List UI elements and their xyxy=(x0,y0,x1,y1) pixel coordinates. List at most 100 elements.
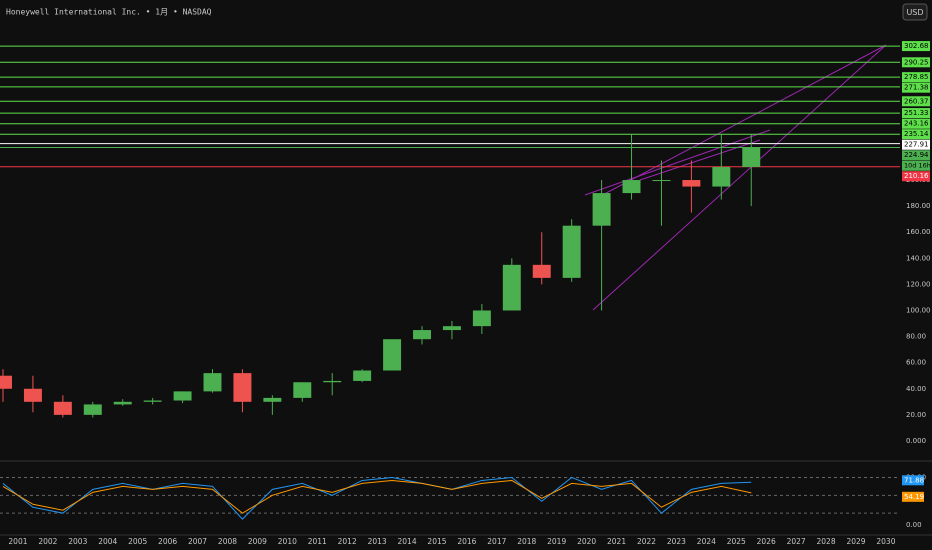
candle-body xyxy=(712,166,731,187)
x-tick-label: 2026 xyxy=(757,537,776,546)
level-label: 278.85 xyxy=(904,73,929,81)
candle-body xyxy=(413,330,431,340)
x-tick-label: 2018 xyxy=(517,537,536,546)
level-label: 251.33 xyxy=(904,109,929,117)
candle-body xyxy=(0,375,12,389)
y-tick-label: 20.00 xyxy=(906,411,926,419)
candle-body xyxy=(562,225,581,278)
candle-body xyxy=(442,326,461,331)
x-tick-label: 2003 xyxy=(68,537,87,546)
value-label: 54.19 xyxy=(904,493,924,501)
currency-label: USD xyxy=(906,8,923,17)
candle-body xyxy=(652,180,671,182)
y-tick-label: 100.00 xyxy=(906,306,931,314)
x-tick-label: 2024 xyxy=(697,537,716,546)
level-label: 271.38 xyxy=(904,84,929,92)
x-tick-label: 2016 xyxy=(457,537,476,546)
candle-body xyxy=(143,400,162,402)
level-label-box xyxy=(902,139,930,150)
x-tick-label: 2025 xyxy=(727,537,746,546)
level-label-box xyxy=(902,129,930,140)
level-label: 227.91 xyxy=(904,141,929,149)
candle-body xyxy=(353,370,372,381)
y-tick-label: 0.000 xyxy=(906,437,926,445)
candle-body xyxy=(293,382,312,398)
value-label: 71.88 xyxy=(904,476,924,484)
level-label-box xyxy=(902,96,930,107)
y-tick-label: 180.00 xyxy=(906,202,931,210)
level-label-box xyxy=(902,108,930,119)
candle-body xyxy=(203,373,222,392)
x-tick-label: 2004 xyxy=(98,537,117,546)
candle-body xyxy=(742,147,761,167)
y-tick-label: 80.00 xyxy=(906,333,926,341)
candle-body xyxy=(173,391,192,401)
level-label: 224.94 xyxy=(904,151,929,159)
value-label-box xyxy=(902,475,924,486)
x-tick-label: 2009 xyxy=(248,537,267,546)
candle-body xyxy=(83,404,102,415)
x-tick-label: 2006 xyxy=(158,537,177,546)
trend-line xyxy=(584,129,771,196)
level-label: 290.25 xyxy=(904,58,929,66)
x-tick-label: 2019 xyxy=(547,537,566,546)
x-tick-label: 2008 xyxy=(218,537,237,546)
x-tick-label: 2020 xyxy=(577,537,596,546)
currency-button[interactable] xyxy=(902,3,928,21)
level-label: 243.16 xyxy=(904,120,929,128)
trend-line xyxy=(592,44,887,201)
x-tick-label: 2017 xyxy=(487,537,506,546)
x-tick-label: 2012 xyxy=(338,537,357,546)
x-tick-label: 2028 xyxy=(817,537,836,546)
level-label: 260.37 xyxy=(904,97,929,105)
x-tick-label: 2011 xyxy=(308,537,327,546)
candle-body xyxy=(113,401,132,405)
level-label-box xyxy=(902,41,930,52)
x-tick-label: 2029 xyxy=(846,537,865,546)
level-label-box xyxy=(902,171,930,182)
level-label-box xyxy=(902,118,930,129)
y-tick-label: 140.00 xyxy=(906,254,931,262)
candle-body xyxy=(53,401,72,415)
countdown-box xyxy=(902,160,930,171)
oscillator-line xyxy=(2,479,752,514)
candle-body xyxy=(23,388,42,402)
level-label: 302.68 xyxy=(904,42,929,50)
y-tick-label: 40.00 xyxy=(906,385,926,393)
level-label-box xyxy=(902,57,930,68)
x-tick-label: 2001 xyxy=(8,537,27,546)
x-tick-label: 2030 xyxy=(876,537,895,546)
value-label-box xyxy=(902,491,924,502)
trend-line xyxy=(639,139,761,181)
x-tick-label: 2021 xyxy=(607,537,626,546)
x-tick-label: 2022 xyxy=(637,537,656,546)
x-tick-label: 2014 xyxy=(398,537,417,546)
y-tick-label: 160.00 xyxy=(906,228,931,236)
y-tick-label: 120.00 xyxy=(906,280,931,288)
x-tick-label: 2015 xyxy=(427,537,446,546)
oscillator-line xyxy=(2,476,752,520)
candle-body xyxy=(532,264,551,278)
level-label: 235.14 xyxy=(904,130,929,138)
countdown: 10d 16h xyxy=(904,162,931,170)
chart-title: Honeywell International Inc. • 1月 • NASD… xyxy=(6,8,212,17)
x-tick-label: 2007 xyxy=(188,537,207,546)
candle-body xyxy=(323,380,342,383)
candle-body xyxy=(682,180,701,187)
x-tick-label: 2010 xyxy=(278,537,297,546)
level-label-box xyxy=(902,150,930,161)
y-tick-label: 0.00 xyxy=(906,521,922,529)
candle-body xyxy=(592,193,611,226)
level-label: 210.16 xyxy=(904,172,929,180)
candle-body xyxy=(502,264,521,311)
x-tick-label: 2013 xyxy=(368,537,387,546)
y-tick-label: 60.00 xyxy=(906,359,926,367)
trend-line xyxy=(592,44,887,311)
candle-body xyxy=(622,180,641,194)
x-tick-label: 2023 xyxy=(667,537,686,546)
x-tick-label: 2027 xyxy=(787,537,806,546)
level-label-box xyxy=(902,82,930,93)
level-label-box xyxy=(902,72,930,83)
x-tick-label: 2005 xyxy=(128,537,147,546)
